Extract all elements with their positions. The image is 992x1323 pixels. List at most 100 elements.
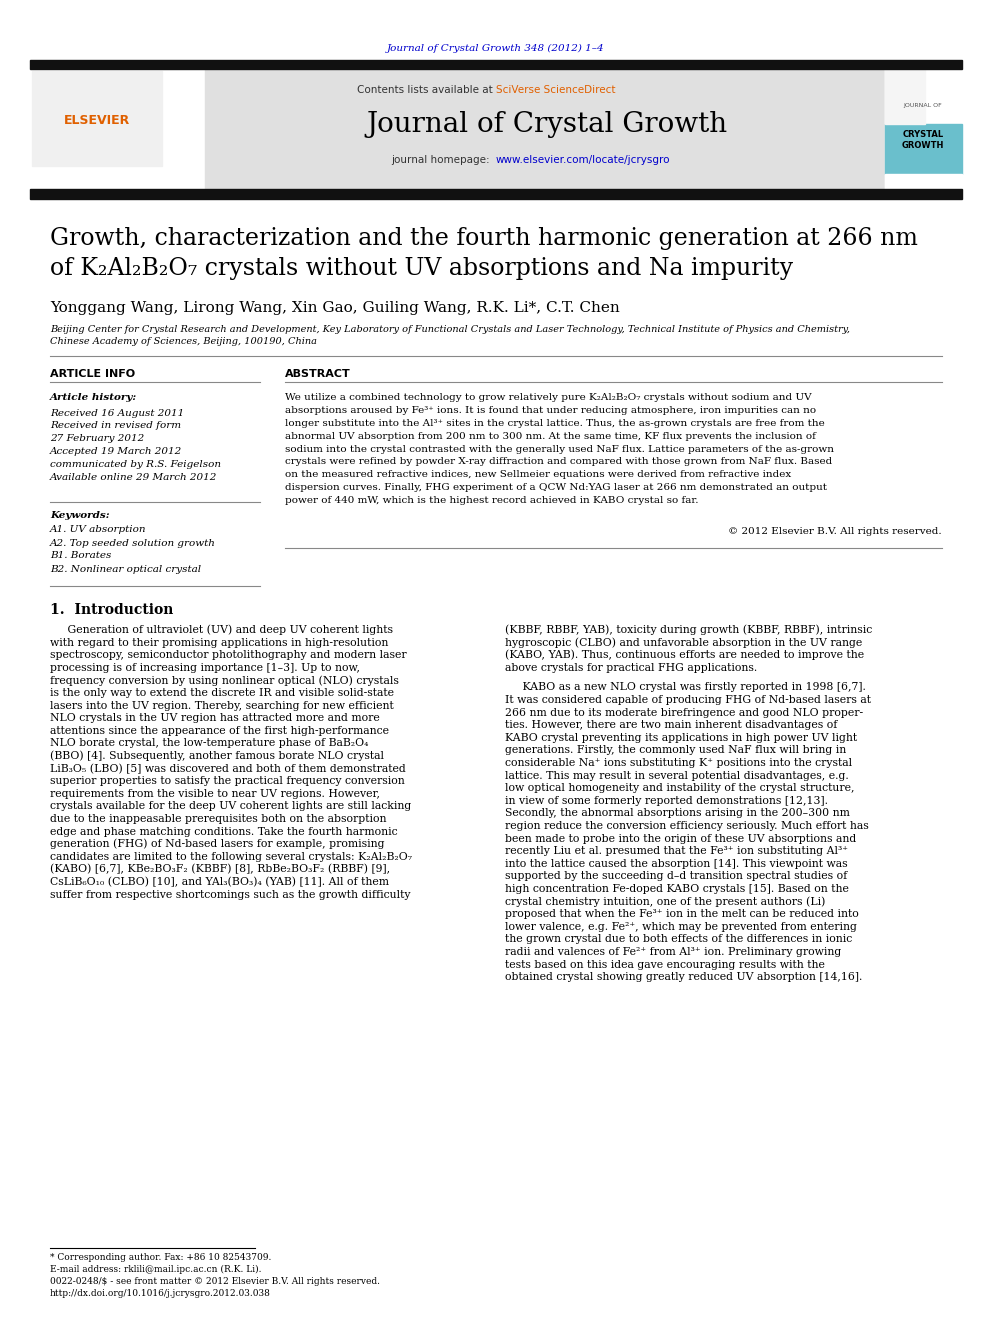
Text: 0022-0248/$ - see front matter © 2012 Elsevier B.V. All rights reserved.: 0022-0248/$ - see front matter © 2012 El… (50, 1277, 380, 1286)
Text: Journal of Crystal Growth: Journal of Crystal Growth (366, 111, 727, 138)
Text: Journal of Crystal Growth 348 (2012) 1–4: Journal of Crystal Growth 348 (2012) 1–4 (387, 44, 605, 53)
Text: with regard to their promising applications in high-resolution: with regard to their promising applicati… (50, 638, 389, 647)
Text: 27 February 2012: 27 February 2012 (50, 434, 144, 443)
Text: longer substitute into the Al³⁺ sites in the crystal lattice. Thus, the as-grown: longer substitute into the Al³⁺ sites in… (285, 419, 824, 429)
Text: radii and valences of Fe²⁺ from Al³⁺ ion. Preliminary growing: radii and valences of Fe²⁺ from Al³⁺ ion… (505, 947, 841, 957)
Text: hygroscopic (CLBO) and unfavorable absorption in the UV range: hygroscopic (CLBO) and unfavorable absor… (505, 638, 862, 648)
Text: B1. Borates: B1. Borates (50, 552, 111, 561)
Text: (BBO) [4]. Subsequently, another famous borate NLO crystal: (BBO) [4]. Subsequently, another famous … (50, 750, 384, 761)
Bar (885, 175, 962, 189)
Text: lattice. This may result in several potential disadvantages, e.g.: lattice. This may result in several pote… (505, 770, 849, 781)
Text: NLO borate crystal, the low-temperature phase of BaB₂O₄: NLO borate crystal, the low-temperature … (50, 738, 368, 749)
Text: power of 440 mW, which is the highest record achieved in KABO crystal so far.: power of 440 mW, which is the highest re… (285, 496, 698, 505)
Text: ABSTRACT: ABSTRACT (285, 369, 351, 378)
Text: KABO as a new NLO crystal was firstly reported in 1998 [6,7].: KABO as a new NLO crystal was firstly re… (505, 683, 866, 692)
Bar (32, 71, 162, 165)
Text: ARTICLE INFO: ARTICLE INFO (50, 369, 135, 378)
Text: generation (FHG) of Nd-based lasers for example, promising: generation (FHG) of Nd-based lasers for … (50, 839, 385, 849)
Text: NLO crystals in the UV region has attracted more and more: NLO crystals in the UV region has attrac… (50, 713, 380, 724)
Text: E-mail address: rklili@mail.ipc.ac.cn (R.K. Li).: E-mail address: rklili@mail.ipc.ac.cn (R… (50, 1265, 262, 1274)
Text: Beijing Center for Crystal Research and Development, Key Laboratory of Functiona: Beijing Center for Crystal Research and … (50, 324, 850, 333)
Bar (885, 69, 962, 124)
Text: in view of some formerly reported demonstrations [12,13].: in view of some formerly reported demons… (505, 796, 828, 806)
Text: Keywords:: Keywords: (50, 511, 110, 520)
Text: (KABO) [6,7], KBe₂BO₃F₂ (KBBF) [8], RbBe₂BO₃F₂ (RBBF) [9],: (KABO) [6,7], KBe₂BO₃F₂ (KBBF) [8], RbBe… (50, 864, 390, 875)
Text: JOURNAL OF: JOURNAL OF (904, 102, 942, 107)
Text: KABO crystal preventing its applications in high power UV light: KABO crystal preventing its applications… (505, 733, 857, 742)
Text: B2. Nonlinear optical crystal: B2. Nonlinear optical crystal (50, 565, 201, 573)
Text: communicated by R.S. Feigelson: communicated by R.S. Feigelson (50, 459, 221, 468)
Text: http://dx.doi.org/10.1016/j.jcrysgro.2012.03.038: http://dx.doi.org/10.1016/j.jcrysgro.201… (50, 1289, 271, 1298)
Text: attentions since the appearance of the first high-performance: attentions since the appearance of the f… (50, 726, 389, 736)
Text: It was considered capable of producing FHG of Nd-based lasers at: It was considered capable of producing F… (505, 695, 871, 705)
Text: high concentration Fe-doped KABO crystals [15]. Based on the: high concentration Fe-doped KABO crystal… (505, 884, 849, 894)
Text: low optical homogeneity and instability of the crystal structure,: low optical homogeneity and instability … (505, 783, 854, 794)
Text: 266 nm due to its moderate birefringence and good NLO proper-: 266 nm due to its moderate birefringence… (505, 708, 863, 717)
Text: tests based on this idea gave encouraging results with the: tests based on this idea gave encouragin… (505, 959, 825, 970)
Text: Contents lists available at: Contents lists available at (357, 85, 496, 95)
Text: considerable Na⁺ ions substituting K⁺ positions into the crystal: considerable Na⁺ ions substituting K⁺ po… (505, 758, 852, 767)
Text: Article history:: Article history: (50, 393, 137, 402)
Text: proposed that when the Fe³⁺ ion in the melt can be reduced into: proposed that when the Fe³⁺ ion in the m… (505, 909, 859, 919)
Text: requirements from the visible to near UV regions. However,: requirements from the visible to near UV… (50, 789, 380, 799)
Text: journal homepage:: journal homepage: (391, 155, 496, 165)
Text: Available online 29 March 2012: Available online 29 March 2012 (50, 472, 217, 482)
Text: SciVerse ScienceDirect: SciVerse ScienceDirect (496, 85, 615, 95)
Text: recently Liu et al. presumed that the Fe³⁺ ion substituting Al³⁺: recently Liu et al. presumed that the Fe… (505, 847, 848, 856)
Text: Received 16 August 2011: Received 16 August 2011 (50, 409, 185, 418)
Text: is the only way to extend the discrete IR and visible solid-state: is the only way to extend the discrete I… (50, 688, 394, 699)
Text: superior properties to satisfy the practical frequency conversion: superior properties to satisfy the pract… (50, 777, 405, 786)
Text: abnormal UV absorption from 200 nm to 300 nm. At the same time, KF flux prevents: abnormal UV absorption from 200 nm to 30… (285, 431, 815, 441)
Text: into the lattice caused the absorption [14]. This viewpoint was: into the lattice caused the absorption [… (505, 859, 847, 869)
Text: Growth, characterization and the fourth harmonic generation at 266 nm: Growth, characterization and the fourth … (50, 226, 918, 250)
Text: (KBBF, RBBF, YAB), toxicity during growth (KBBF, RBBF), intrinsic: (KBBF, RBBF, YAB), toxicity during growt… (505, 624, 872, 635)
Text: spectroscopy, semiconductor photolithography and modern laser: spectroscopy, semiconductor photolithogr… (50, 650, 407, 660)
Text: Chinese Academy of Sciences, Beijing, 100190, China: Chinese Academy of Sciences, Beijing, 10… (50, 336, 317, 345)
Text: Yonggang Wang, Lirong Wang, Xin Gao, Guiling Wang, R.K. Li*, C.T. Chen: Yonggang Wang, Lirong Wang, Xin Gao, Gui… (50, 302, 620, 315)
Text: crystal chemistry intuition, one of the present authors (Li): crystal chemistry intuition, one of the … (505, 896, 825, 906)
Text: ELSEVIER: ELSEVIER (63, 114, 130, 127)
Text: Received in revised form: Received in revised form (50, 421, 182, 430)
Text: CRYSTAL
GROWTH: CRYSTAL GROWTH (902, 130, 944, 149)
Text: CsLiB₆O₁₀ (CLBO) [10], and YAl₃(BO₃)₄ (YAB) [11]. All of them: CsLiB₆O₁₀ (CLBO) [10], and YAl₃(BO₃)₄ (Y… (50, 877, 389, 888)
Text: LiB₃O₅ (LBO) [5] was discovered and both of them demonstrated: LiB₃O₅ (LBO) [5] was discovered and both… (50, 763, 406, 774)
Text: above crystals for practical FHG applications.: above crystals for practical FHG applica… (505, 663, 757, 673)
Text: crystals available for the deep UV coherent lights are still lacking: crystals available for the deep UV coher… (50, 802, 412, 811)
Bar (885, 69, 925, 124)
Bar (205, 69, 885, 189)
Text: lower valence, e.g. Fe²⁺, which may be prevented from entering: lower valence, e.g. Fe²⁺, which may be p… (505, 922, 857, 931)
Text: obtained crystal showing greatly reduced UV absorption [14,16].: obtained crystal showing greatly reduced… (505, 972, 862, 982)
Bar (30, 69, 205, 189)
Text: www.elsevier.com/locate/jcrysgro: www.elsevier.com/locate/jcrysgro (496, 155, 671, 165)
Bar (885, 124, 962, 175)
Text: processing is of increasing importance [1–3]. Up to now,: processing is of increasing importance [… (50, 663, 360, 673)
Text: supported by the succeeding d–d transition spectral studies of: supported by the succeeding d–d transiti… (505, 872, 847, 881)
Text: been made to probe into the origin of these UV absorptions and: been made to probe into the origin of th… (505, 833, 856, 844)
Text: suffer from respective shortcomings such as the growth difficulty: suffer from respective shortcomings such… (50, 889, 411, 900)
Text: ties. However, there are two main inherent disadvantages of: ties. However, there are two main inhere… (505, 720, 837, 730)
Text: (KABO, YAB). Thus, continuous efforts are needed to improve the: (KABO, YAB). Thus, continuous efforts ar… (505, 650, 864, 660)
Bar (30, 189, 962, 198)
Text: lasers into the UV region. Thereby, searching for new efficient: lasers into the UV region. Thereby, sear… (50, 701, 394, 710)
Text: generations. Firstly, the commonly used NaF flux will bring in: generations. Firstly, the commonly used … (505, 745, 846, 755)
Text: candidates are limited to the following several crystals: K₂Al₂B₂O₇: candidates are limited to the following … (50, 852, 412, 861)
Text: region reduce the conversion efficiency seriously. Much effort has: region reduce the conversion efficiency … (505, 822, 869, 831)
Text: due to the inappeasable prerequisites both on the absorption: due to the inappeasable prerequisites bo… (50, 814, 387, 824)
Bar (30, 60, 962, 69)
Text: edge and phase matching conditions. Take the fourth harmonic: edge and phase matching conditions. Take… (50, 827, 398, 836)
Bar (885, 69, 962, 189)
Text: frequency conversion by using nonlinear optical (NLO) crystals: frequency conversion by using nonlinear … (50, 675, 399, 685)
Text: sodium into the crystal contrasted with the generally used NaF flux. Lattice par: sodium into the crystal contrasted with … (285, 445, 834, 454)
Text: absorptions aroused by Fe³⁺ ions. It is found that under reducing atmosphere, ir: absorptions aroused by Fe³⁺ ions. It is … (285, 406, 816, 415)
Text: * Corresponding author. Fax: +86 10 82543709.: * Corresponding author. Fax: +86 10 8254… (50, 1253, 272, 1262)
Text: on the measured refractive indices, new Sellmeier equations were derived from re: on the measured refractive indices, new … (285, 470, 792, 479)
Text: dispersion curves. Finally, FHG experiment of a QCW Nd:YAG laser at 266 nm demon: dispersion curves. Finally, FHG experime… (285, 483, 827, 492)
Text: Accepted 19 March 2012: Accepted 19 March 2012 (50, 447, 183, 456)
Text: 1.  Introduction: 1. Introduction (50, 603, 174, 617)
Text: A2. Top seeded solution growth: A2. Top seeded solution growth (50, 538, 216, 548)
Text: crystals were refined by powder X-ray diffraction and compared with those grown : crystals were refined by powder X-ray di… (285, 458, 832, 467)
Text: A1. UV absorption: A1. UV absorption (50, 525, 147, 534)
Text: © 2012 Elsevier B.V. All rights reserved.: © 2012 Elsevier B.V. All rights reserved… (728, 528, 942, 537)
Text: the grown crystal due to both effects of the differences in ionic: the grown crystal due to both effects of… (505, 934, 852, 945)
Text: Secondly, the abnormal absorptions arising in the 200–300 nm: Secondly, the abnormal absorptions arisi… (505, 808, 850, 819)
